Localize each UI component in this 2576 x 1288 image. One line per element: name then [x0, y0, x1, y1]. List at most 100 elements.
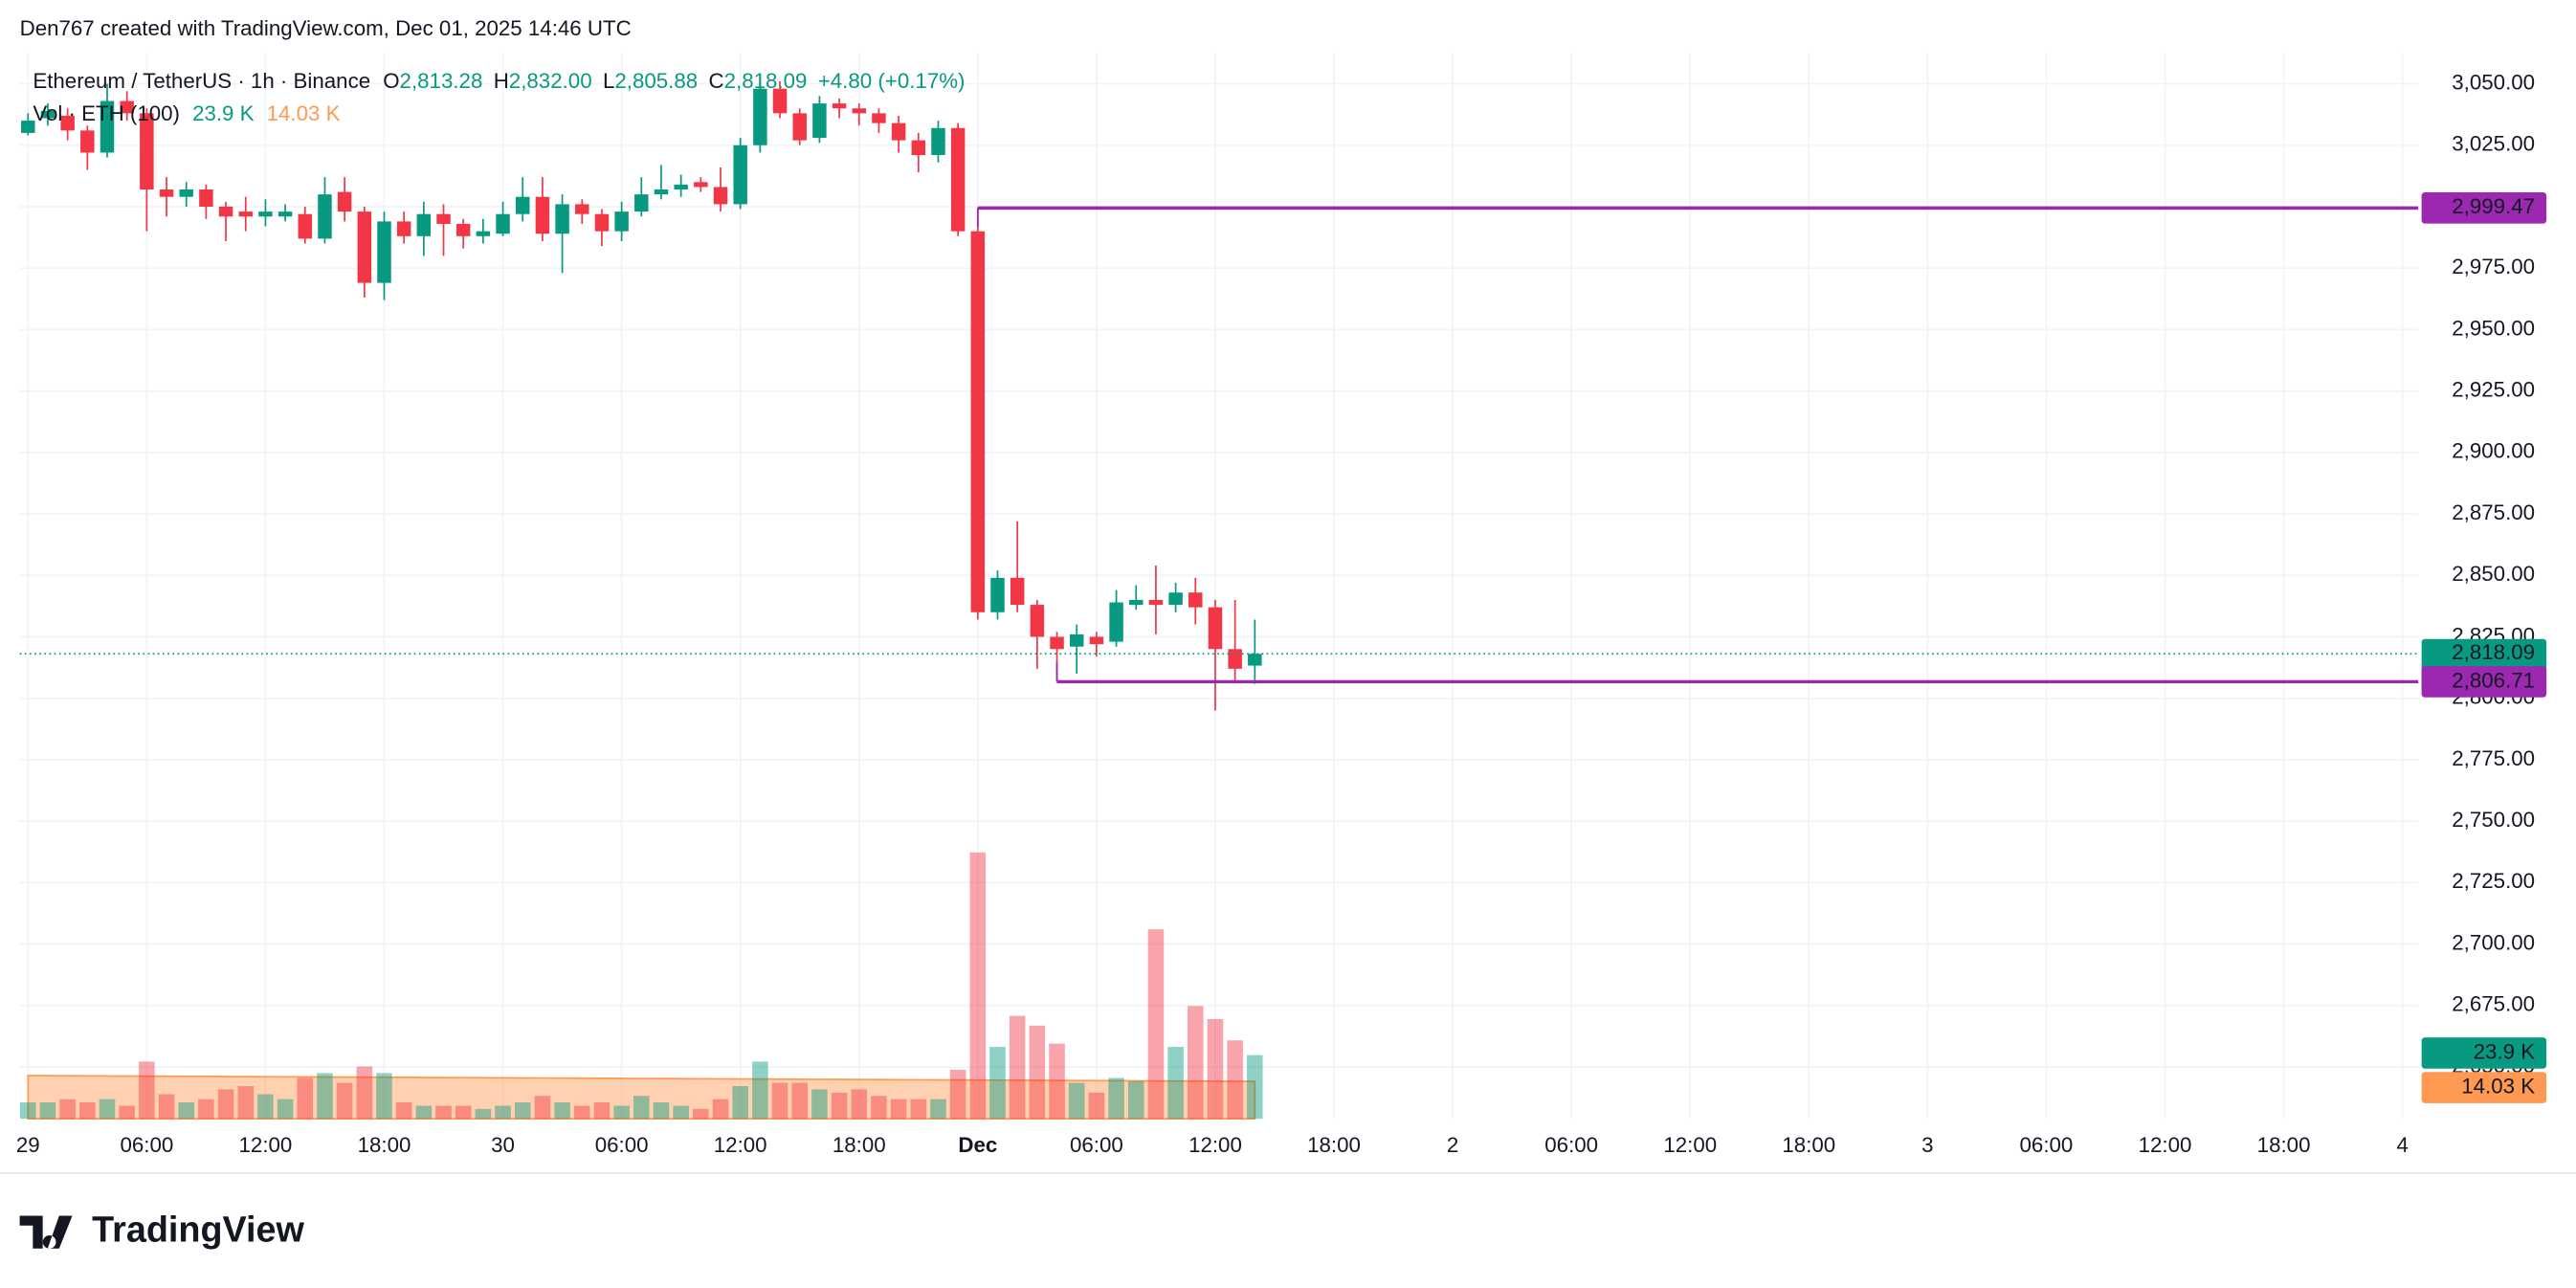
x-tick-label: 12:00 [1663, 1133, 1717, 1157]
candle-body [575, 204, 589, 214]
candle-body [100, 100, 115, 153]
volume-bar [1247, 1055, 1263, 1120]
candle-body [733, 144, 747, 205]
ohlc-value: 2,805.88 [614, 69, 698, 93]
volume-bar [752, 1061, 768, 1120]
y-tick-label: 2,750.00 [2452, 808, 2535, 832]
y-tick-label: 2,675.00 [2452, 992, 2535, 1016]
candle-body [891, 122, 906, 141]
volume-bar [475, 1108, 492, 1120]
volume-bar [732, 1086, 748, 1120]
candle-body [694, 182, 708, 188]
volume-bar [59, 1099, 76, 1120]
volume-bar [1188, 1006, 1204, 1120]
volume-legend: Vol · ETH (100) 23.9 K 14.03 K [33, 101, 340, 125]
candle-body [812, 103, 827, 139]
x-tick-label: 18:00 [2257, 1133, 2311, 1157]
volume-bar [1049, 1043, 1065, 1120]
volume-bar [712, 1099, 729, 1120]
candle-body [40, 110, 56, 119]
volume-bar [1108, 1077, 1124, 1120]
ohlc-key: O [383, 69, 399, 93]
volume-bar [395, 1102, 412, 1120]
y-tick-label: 2,775.00 [2452, 746, 2535, 770]
y-tick-label: 3,025.00 [2452, 132, 2535, 156]
volume-bar [771, 1082, 788, 1120]
candle-body [1089, 636, 1104, 645]
volume-bar [693, 1108, 709, 1120]
ohlc-value: 2,832.00 [509, 69, 592, 93]
volume-bar [297, 1077, 314, 1120]
candle-body [950, 127, 966, 232]
volume-bar [39, 1102, 56, 1120]
volume-bar [178, 1102, 194, 1120]
candle-body [179, 189, 193, 197]
volume-bar [593, 1102, 611, 1120]
x-tick-label: 06:00 [1544, 1133, 1598, 1157]
volume-bar [851, 1089, 868, 1120]
candle-body [1228, 649, 1242, 669]
volume-ma-label-bg [2421, 1072, 2547, 1103]
ohlc-key: H [494, 69, 509, 93]
volume-bar [79, 1102, 96, 1120]
x-tick-label: 12:00 [1188, 1133, 1242, 1157]
volume-bar [356, 1066, 373, 1120]
volume-bar [455, 1105, 472, 1120]
volume-bar [158, 1094, 175, 1120]
candle-body [238, 211, 253, 217]
candle-body [1069, 633, 1084, 647]
level-label-bg [2421, 666, 2547, 698]
candle-body [218, 206, 233, 217]
candle-body [1010, 577, 1025, 606]
volume-bar [613, 1105, 630, 1120]
candle-body [476, 231, 491, 236]
volume-bar [119, 1105, 135, 1120]
candle-body [80, 130, 95, 153]
volume-bar [1088, 1092, 1105, 1120]
level-label-bg [2421, 192, 2547, 224]
candle-body [159, 189, 174, 197]
volume-bar [257, 1094, 274, 1120]
legend: Ethereum / TetherUS · 1h · Binance O2,81… [33, 69, 965, 93]
change: +4.80 (+0.17%) [818, 69, 966, 93]
volume-bar [1029, 1025, 1046, 1120]
candle-body [455, 223, 471, 236]
volume-bar [1127, 1080, 1144, 1120]
x-tick-label: 18:00 [1782, 1133, 1835, 1157]
candle-body [258, 211, 273, 217]
candle-body [594, 213, 610, 232]
candle-body [515, 196, 530, 214]
level-label: 2,806.71 [2452, 668, 2535, 692]
volume-bar [20, 1102, 36, 1120]
x-tick-label: 18:00 [833, 1133, 886, 1157]
candle-body [792, 113, 807, 141]
candle-body [1030, 605, 1045, 637]
candle-body [120, 100, 134, 114]
volume-bar [415, 1105, 433, 1120]
candle-body [337, 191, 352, 212]
ohlc-key: C [709, 69, 724, 93]
level-label: 2,999.47 [2452, 194, 2535, 218]
y-tick-label: 2,950.00 [2452, 316, 2535, 340]
candle-body [1109, 602, 1123, 642]
volume-bar [1207, 1019, 1224, 1120]
volume-bar [554, 1102, 570, 1120]
candle-body [555, 204, 569, 234]
candle-body [1248, 654, 1262, 666]
candle-body [278, 211, 293, 217]
volume-bar [1147, 929, 1165, 1120]
volume-bar [317, 1073, 333, 1120]
volume-title: Vol · ETH (100) [33, 101, 180, 125]
candle-body [931, 127, 945, 156]
volume-bar [673, 1105, 689, 1120]
volume-bar [633, 1096, 650, 1120]
candle-body [911, 140, 926, 156]
x-tick-label: 12:00 [2139, 1133, 2192, 1157]
last-price-label: 2,818.09 [2452, 640, 2535, 664]
x-tick-label: 12:00 [239, 1133, 293, 1157]
candle-body [1050, 636, 1064, 650]
volume-bar [890, 1099, 907, 1120]
candle-body [1129, 599, 1144, 606]
candle-body [298, 213, 313, 239]
